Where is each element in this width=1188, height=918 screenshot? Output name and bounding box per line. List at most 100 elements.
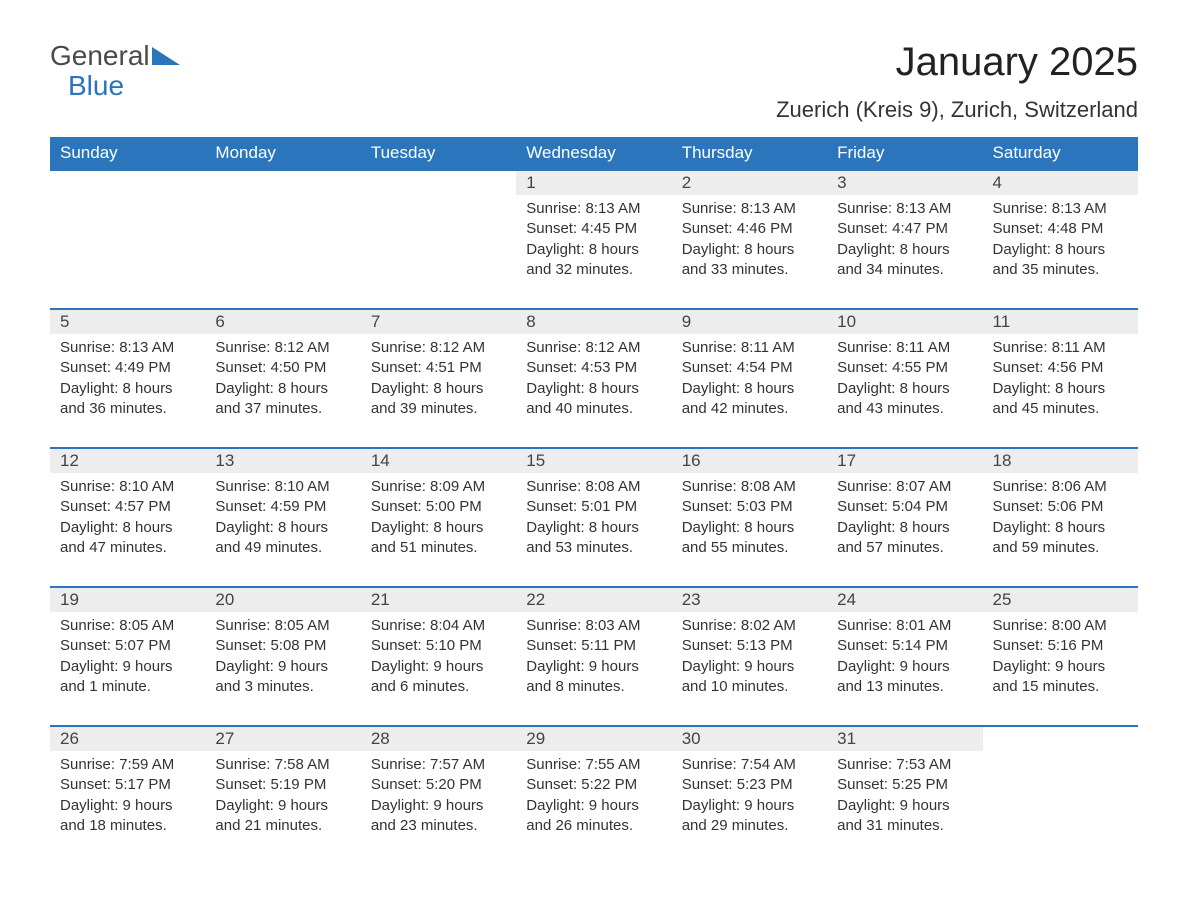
daylight-line: Daylight: 8 hours and 40 minutes. <box>526 379 661 420</box>
day-number-cell: 10 <box>827 309 982 334</box>
weekday-header: Saturday <box>983 137 1138 170</box>
daylight-line: Daylight: 8 hours and 42 minutes. <box>682 379 817 420</box>
day-details-cell: Sunrise: 8:03 AMSunset: 5:11 PMDaylight:… <box>516 612 671 726</box>
day-number-cell: 31 <box>827 726 982 751</box>
month-title: January 2025 <box>776 40 1138 85</box>
day-details-cell: Sunrise: 7:58 AMSunset: 5:19 PMDaylight:… <box>205 751 360 864</box>
sunset-line: Sunset: 4:49 PM <box>60 358 195 378</box>
daylight-line: Daylight: 9 hours and 1 minute. <box>60 657 195 698</box>
daylight-line: Daylight: 8 hours and 49 minutes. <box>215 518 350 559</box>
daynum-row: 1234 <box>50 170 1138 195</box>
sunrise-line: Sunrise: 8:05 AM <box>215 616 350 636</box>
location: Zuerich (Kreis 9), Zurich, Switzerland <box>776 97 1138 123</box>
sunrise-line: Sunrise: 8:08 AM <box>682 477 817 497</box>
weekday-header: Wednesday <box>516 137 671 170</box>
day-number-cell: 3 <box>827 170 982 195</box>
sunrise-line: Sunrise: 8:04 AM <box>371 616 506 636</box>
weekday-header: Monday <box>205 137 360 170</box>
day-details-cell: Sunrise: 8:04 AMSunset: 5:10 PMDaylight:… <box>361 612 516 726</box>
day-number-cell: 5 <box>50 309 205 334</box>
day-number-cell: 26 <box>50 726 205 751</box>
sunrise-line: Sunrise: 8:11 AM <box>837 338 972 358</box>
logo-text: General Blue <box>50 40 180 102</box>
day-number-cell: 19 <box>50 587 205 612</box>
daynum-row: 567891011 <box>50 309 1138 334</box>
sunset-line: Sunset: 4:47 PM <box>837 219 972 239</box>
day-number-cell: 16 <box>672 448 827 473</box>
sunset-line: Sunset: 4:51 PM <box>371 358 506 378</box>
details-row: Sunrise: 7:59 AMSunset: 5:17 PMDaylight:… <box>50 751 1138 864</box>
day-number-cell: 12 <box>50 448 205 473</box>
day-number-cell: 6 <box>205 309 360 334</box>
day-details-cell: Sunrise: 8:00 AMSunset: 5:16 PMDaylight:… <box>983 612 1138 726</box>
day-details-cell: Sunrise: 8:11 AMSunset: 4:55 PMDaylight:… <box>827 334 982 448</box>
day-number-cell: 17 <box>827 448 982 473</box>
sunrise-line: Sunrise: 7:58 AM <box>215 755 350 775</box>
day-details-cell <box>50 195 205 309</box>
day-number-cell: 11 <box>983 309 1138 334</box>
daylight-line: Daylight: 8 hours and 55 minutes. <box>682 518 817 559</box>
day-details-cell <box>983 751 1138 864</box>
sunrise-line: Sunrise: 7:59 AM <box>60 755 195 775</box>
day-number-cell: 14 <box>361 448 516 473</box>
sunrise-line: Sunrise: 8:07 AM <box>837 477 972 497</box>
day-details-cell: Sunrise: 8:01 AMSunset: 5:14 PMDaylight:… <box>827 612 982 726</box>
day-number-cell: 23 <box>672 587 827 612</box>
daylight-line: Daylight: 8 hours and 59 minutes. <box>993 518 1128 559</box>
details-row: Sunrise: 8:05 AMSunset: 5:07 PMDaylight:… <box>50 612 1138 726</box>
day-details-cell: Sunrise: 7:57 AMSunset: 5:20 PMDaylight:… <box>361 751 516 864</box>
sunset-line: Sunset: 5:19 PM <box>215 775 350 795</box>
day-number-cell: 15 <box>516 448 671 473</box>
sunset-line: Sunset: 4:45 PM <box>526 219 661 239</box>
details-row: Sunrise: 8:13 AM Sunset: 4:45 PM Daylight:… <box>50 195 1138 309</box>
sunrise-line: Sunrise: 8:13 AM <box>682 199 817 219</box>
daylight-line: Daylight: 8 hours and 51 minutes. <box>371 518 506 559</box>
day-details-cell <box>361 195 516 309</box>
day-number-cell: 7 <box>361 309 516 334</box>
day-details-cell: Sunrise: 8:05 AMSunset: 5:08 PMDaylight:… <box>205 612 360 726</box>
calendar-table: SundayMondayTuesdayWednesdayThursdayFrid… <box>50 137 1138 864</box>
day-details-cell: Sunrise: 8:13 AMSunset: 4:47 PMDaylight:… <box>827 195 982 309</box>
sunset-line: Sunset: 5:10 PM <box>371 636 506 656</box>
weekday-header: Sunday <box>50 137 205 170</box>
daylight-line: Daylight: 9 hours and 6 minutes. <box>371 657 506 698</box>
sunrise-line: Sunrise: 8:10 AM <box>215 477 350 497</box>
sunrise-line: Sunrise: 8:09 AM <box>371 477 506 497</box>
day-number-cell <box>361 170 516 195</box>
sunset-line: Sunset: 4:57 PM <box>60 497 195 517</box>
day-number-cell <box>50 170 205 195</box>
header: General Blue January 2025 Zuerich (Kreis… <box>50 40 1138 123</box>
day-details-cell: Sunrise: 8:12 AMSunset: 4:51 PMDaylight:… <box>361 334 516 448</box>
sunset-line: Sunset: 5:25 PM <box>837 775 972 795</box>
sunset-line: Sunset: 5:11 PM <box>526 636 661 656</box>
sunrise-line: Sunrise: 7:54 AM <box>682 755 817 775</box>
day-number-cell: 24 <box>827 587 982 612</box>
day-details-cell <box>205 195 360 309</box>
day-details-cell: Sunrise: 8:07 AMSunset: 5:04 PMDaylight:… <box>827 473 982 587</box>
day-number-cell: 25 <box>983 587 1138 612</box>
sunset-line: Sunset: 4:55 PM <box>837 358 972 378</box>
day-details-cell: Sunrise: 8:05 AMSunset: 5:07 PMDaylight:… <box>50 612 205 726</box>
daylight-line: Daylight: 9 hours and 29 minutes. <box>682 796 817 837</box>
sunset-line: Sunset: 5:20 PM <box>371 775 506 795</box>
daylight-line: Daylight: 9 hours and 3 minutes. <box>215 657 350 698</box>
sunrise-line: Sunrise: 8:12 AM <box>371 338 506 358</box>
daylight-line: Daylight: 8 hours and 33 minutes. <box>682 240 817 281</box>
day-number-cell: 2 <box>672 170 827 195</box>
sunrise-line: Sunrise: 8:12 AM <box>215 338 350 358</box>
day-number-cell: 21 <box>361 587 516 612</box>
sunset-line: Sunset: 4:50 PM <box>215 358 350 378</box>
sunrise-line: Sunrise: 8:13 AM <box>993 199 1128 219</box>
day-number-cell: 29 <box>516 726 671 751</box>
day-details-cell: Sunrise: 8:13 AMSunset: 4:49 PMDaylight:… <box>50 334 205 448</box>
sunset-line: Sunset: 5:00 PM <box>371 497 506 517</box>
day-number-cell: 27 <box>205 726 360 751</box>
day-number-cell: 22 <box>516 587 671 612</box>
day-details-cell: Sunrise: 8:11 AMSunset: 4:54 PMDaylight:… <box>672 334 827 448</box>
day-details-cell: Sunrise: 8:12 AMSunset: 4:50 PMDaylight:… <box>205 334 360 448</box>
daylight-line: Daylight: 8 hours and 36 minutes. <box>60 379 195 420</box>
day-details-cell: Sunrise: 8:13 AMSunset: 4:48 PMDaylight:… <box>983 195 1138 309</box>
sunset-line: Sunset: 5:06 PM <box>993 497 1128 517</box>
sunrise-line: Sunrise: 7:55 AM <box>526 755 661 775</box>
daylight-line: Daylight: 8 hours and 57 minutes. <box>837 518 972 559</box>
